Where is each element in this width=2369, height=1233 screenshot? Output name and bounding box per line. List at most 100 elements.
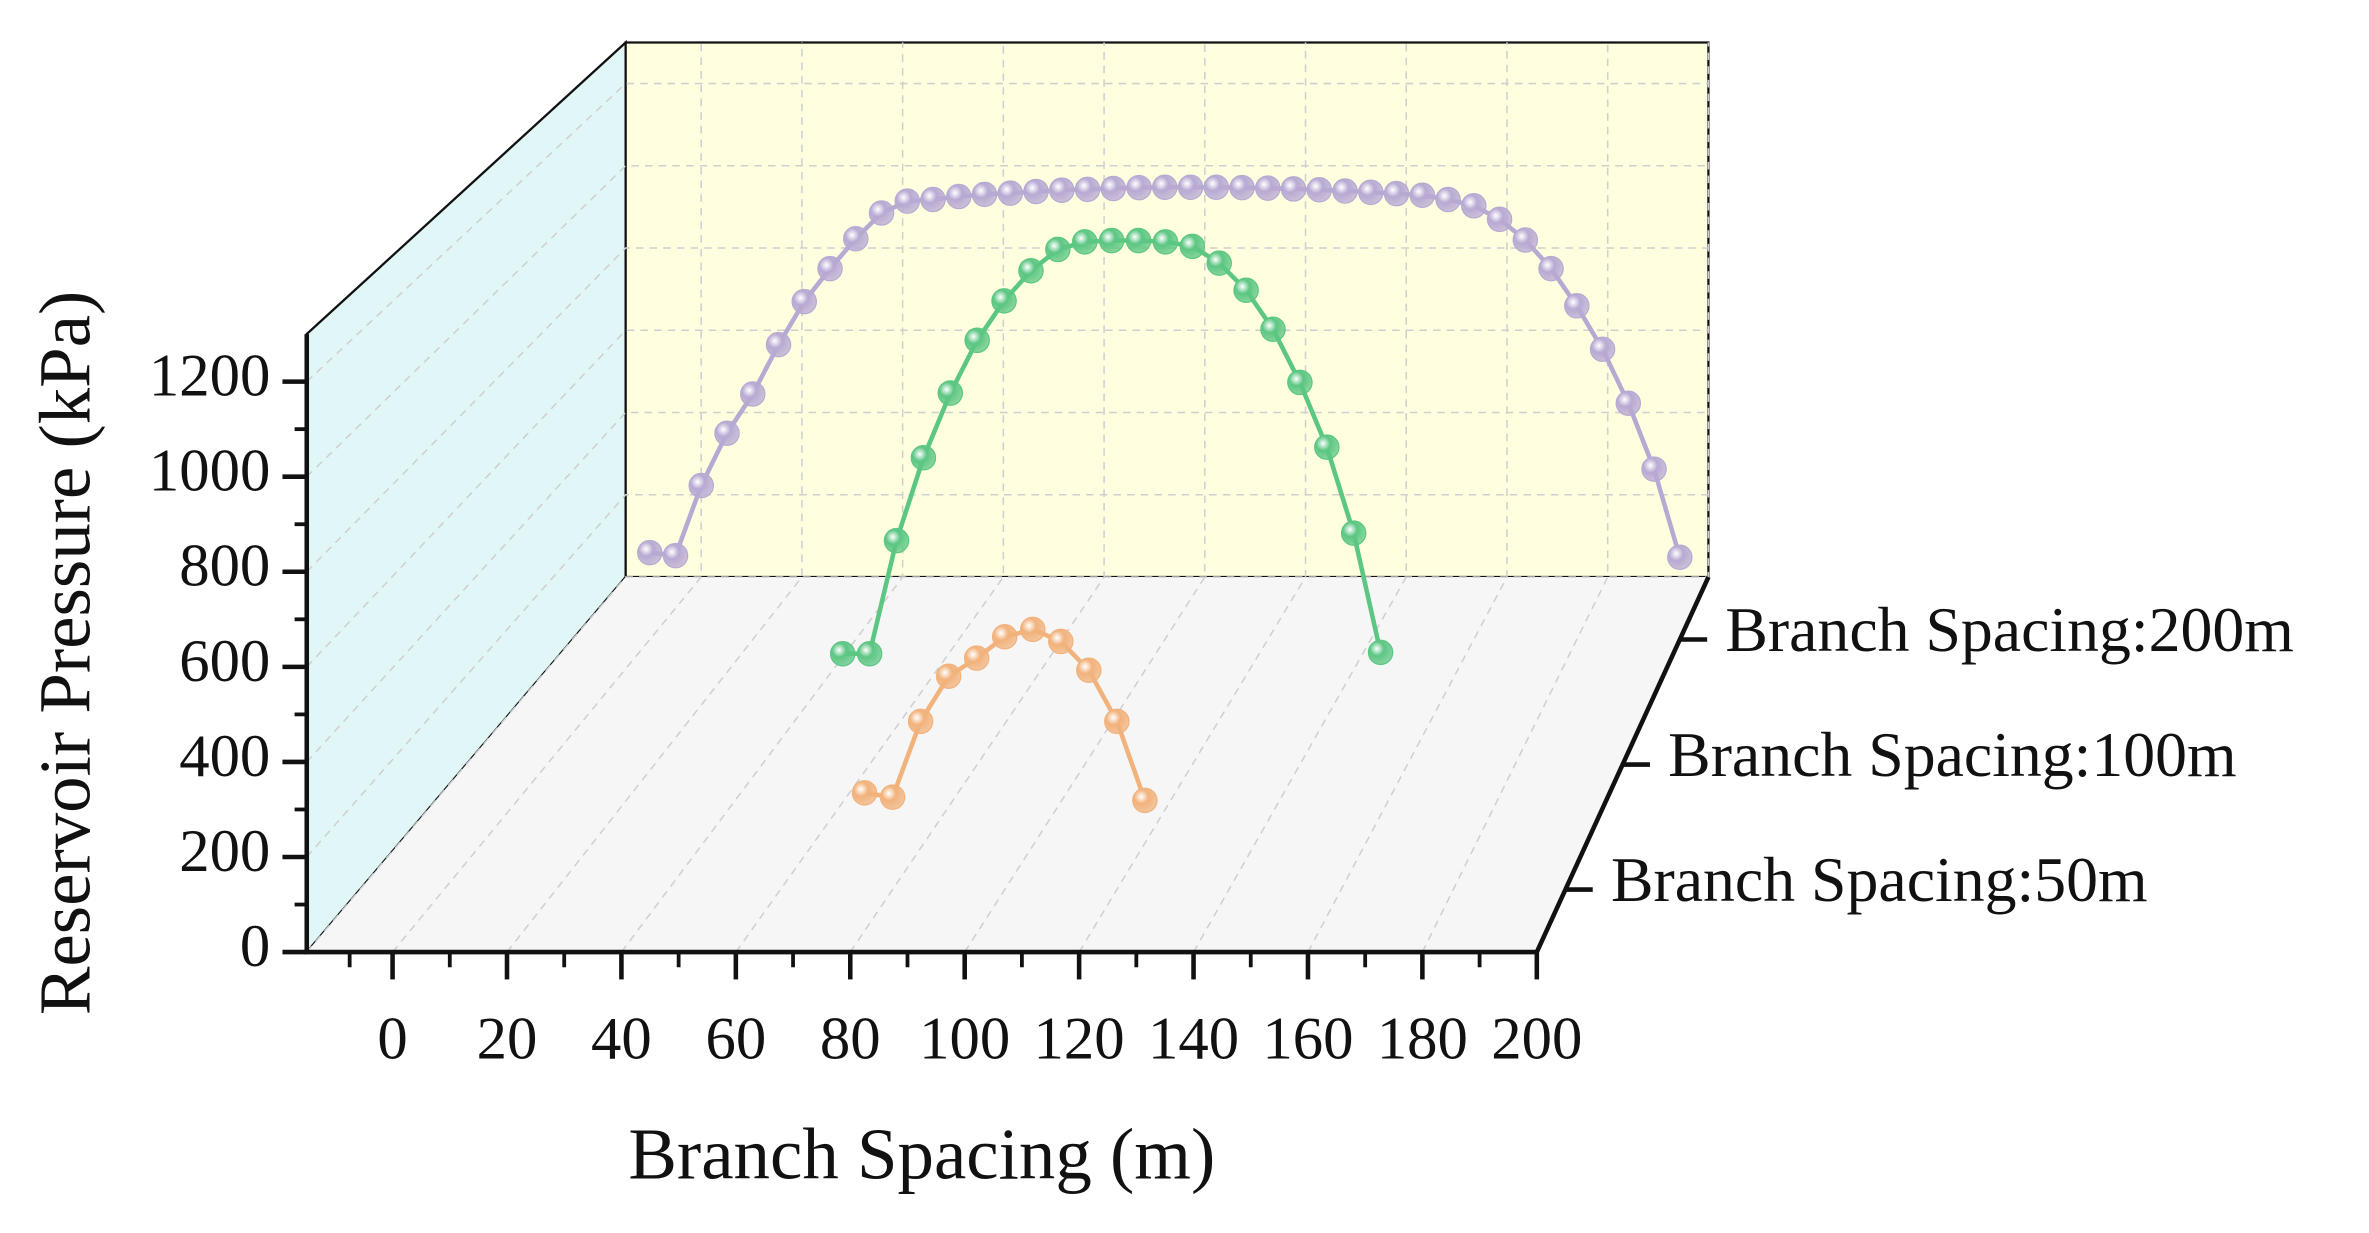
data-point (1280, 176, 1307, 202)
data-point (1233, 277, 1259, 303)
x-tick-label: 200 (1491, 1006, 1582, 1073)
data-point (856, 640, 883, 667)
data-point (1203, 174, 1230, 200)
plot-area (637, 174, 1693, 814)
data-point (1512, 227, 1539, 253)
data-point (1179, 233, 1206, 260)
data-point (791, 288, 818, 315)
data-point (1667, 544, 1693, 571)
data-point (1340, 520, 1367, 546)
data-point (1152, 174, 1178, 200)
data-point (1486, 206, 1513, 233)
y-tick-label: 200 (179, 818, 270, 885)
x-tick-label: 100 (919, 1006, 1010, 1073)
depth-label: Branch Spacing:100m (1668, 719, 2237, 790)
data-point (946, 183, 972, 210)
data-point (1076, 657, 1102, 683)
data-point (1206, 250, 1232, 276)
data-point (1100, 175, 1127, 202)
x-tick-label: 160 (1262, 1006, 1353, 1073)
grid-line (306, 576, 1709, 953)
data-point (1314, 434, 1340, 460)
grid-line (1192, 42, 1408, 953)
grid-line (306, 165, 1709, 478)
axes: 0 200 400 600 800 1000 1200 0 20 40 60 80 100 120 140 1… (149, 334, 2294, 1073)
data-point (1018, 257, 1044, 284)
x-axis-title: Branch Spacing (m) (628, 1113, 1215, 1194)
y-tick-label: 800 (179, 533, 270, 600)
grid-line (735, 42, 1005, 953)
grid-line (306, 247, 1709, 573)
data-point (1126, 174, 1152, 201)
data-point (714, 420, 740, 446)
x-tick-label: 140 (1148, 1006, 1239, 1073)
grid-line (306, 329, 1709, 668)
data-point (1229, 174, 1255, 201)
data-point (937, 380, 964, 406)
data-point (1287, 369, 1313, 396)
data-point (1589, 336, 1616, 363)
depth-label: Branch Spacing:200m (1725, 594, 2294, 665)
chart-walls (305, 39, 1710, 956)
data-point (1538, 255, 1564, 282)
data-point (1048, 628, 1074, 655)
data-point (765, 331, 792, 358)
x-tick-label: 0 (377, 1006, 407, 1073)
data-point (1045, 236, 1071, 263)
data-point (740, 381, 766, 407)
data-point (1435, 186, 1461, 213)
y-tick-label: 400 (179, 723, 270, 790)
x-tick-label: 180 (1377, 1006, 1468, 1073)
data-point (1461, 193, 1487, 219)
data-point (829, 640, 856, 667)
data-point (1023, 178, 1049, 205)
y-tick-label: 600 (179, 628, 270, 695)
data-point (1104, 708, 1130, 735)
data-point (971, 181, 998, 208)
grid-line (849, 42, 1105, 953)
grid-line (1421, 42, 1609, 953)
data-point (1383, 180, 1410, 207)
data-point (1152, 229, 1179, 255)
grid-line (306, 494, 1709, 858)
data-point (637, 539, 663, 566)
data-point (868, 200, 895, 226)
data-point (1332, 178, 1358, 204)
data-point (843, 225, 869, 252)
data-point (1367, 639, 1394, 666)
data-point (1255, 175, 1281, 201)
data-point (1358, 179, 1384, 206)
x-tick-label: 80 (820, 1006, 881, 1073)
data-point (883, 527, 910, 554)
data-point (910, 445, 937, 471)
data-point (688, 472, 715, 499)
data-point (920, 186, 946, 213)
grid-line (391, 42, 702, 953)
data-point (991, 624, 1018, 650)
data-point (997, 180, 1024, 206)
back-wall (624, 41, 1710, 579)
data-point (1177, 174, 1204, 200)
data-point (1049, 177, 1075, 203)
x-tick-label: 40 (591, 1006, 652, 1073)
grid-line (306, 411, 1709, 763)
y-tick-label: 1200 (149, 343, 270, 410)
data-point (1260, 316, 1286, 342)
data-point (1019, 616, 1046, 643)
data-point (1125, 227, 1152, 254)
y-tick-label: 1000 (149, 438, 270, 505)
data-point (1409, 182, 1436, 209)
grid-line (1078, 42, 1307, 953)
y-axis-title: Reservoir Pressure (kPa) (25, 291, 106, 1015)
data-point (851, 780, 878, 806)
data-point (991, 288, 1017, 314)
data-point (1074, 176, 1101, 203)
x-tick-label: 20 (477, 1006, 538, 1073)
floor (306, 577, 1709, 953)
data-point (963, 645, 990, 671)
data-point (1641, 456, 1667, 482)
data-point (1564, 293, 1590, 319)
x-tick-label: 60 (705, 1006, 766, 1073)
data-point (1071, 229, 1098, 255)
